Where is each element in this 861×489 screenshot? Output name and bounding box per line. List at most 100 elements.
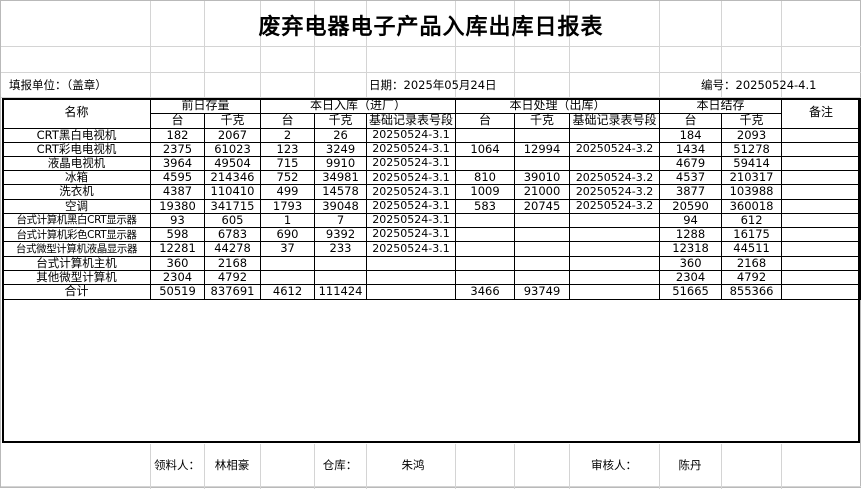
- cell-prev-kg: 49504: [203, 156, 262, 172]
- cell-prev-kg: 61023: [203, 141, 262, 158]
- table-body: CRT黑白电视机 182 2067 2 26 20250524-3.1 184 2093 CRT…: [2, 127, 861, 300]
- cell-prev-tai: 4387: [150, 184, 205, 200]
- cell-in-kg: [314, 269, 368, 286]
- cell-in-kg: 9392: [314, 227, 368, 243]
- cell-bal-kg: 2093: [721, 127, 783, 143]
- cell-name: 空调: [2, 198, 151, 214]
- cell-in-kg: 3249: [314, 141, 368, 158]
- cell-in-tai: [260, 269, 316, 286]
- cell-out-ref: 20250524-3.2: [569, 170, 661, 186]
- cell-out-tai: [455, 227, 516, 243]
- cell-name: 台式微型计算机液晶显示器: [2, 241, 151, 257]
- cell-out-ref: [569, 241, 661, 257]
- cell-in-kg: 9910: [314, 156, 368, 172]
- cell-out-ref: [569, 156, 661, 172]
- cell-out-kg: [514, 255, 571, 271]
- cell-out-tai: 810: [455, 170, 516, 186]
- cell-bal-kg: 16175: [721, 227, 783, 243]
- cell-out-kg: 39010: [514, 170, 571, 186]
- cell-name: CRT彩电电视机: [2, 141, 151, 158]
- cell-in-kg: 111424: [314, 284, 368, 300]
- cell-bal-kg: 59414: [721, 156, 783, 172]
- inventory-table: 名称 前日存量 本日入库（进厂） 本日处理（出库） 本日结存 备注 台 千克 台…: [2, 98, 861, 300]
- cell-in-kg: [314, 255, 368, 271]
- cell-in-tai: 752: [260, 170, 316, 186]
- table-row: 台式计算机主机 360 2168 360 2168: [2, 255, 861, 271]
- cell-remark: [781, 255, 861, 271]
- warehouse-name: 朱鸿: [401, 458, 425, 472]
- cell-out-tai: [455, 127, 516, 143]
- cell-out-tai: [455, 241, 516, 257]
- col-header-out-kg: 千克: [514, 112, 571, 129]
- reporting-unit-label: 填报单位：（盖章）: [9, 78, 107, 92]
- header-row-units: 台 千克 台 千克 基础记录表号段 台 千克 基础记录表号段 台 千克: [3, 112, 861, 129]
- cell-in-tai: 4612: [260, 284, 316, 300]
- cell-bal-kg: 360018: [721, 198, 783, 214]
- col-header-in-ref: 基础记录表号段: [366, 112, 457, 129]
- col-header-in-tai: 台: [260, 112, 316, 129]
- cell-out-ref: [569, 255, 661, 271]
- cell-prev-kg: 2168: [203, 255, 262, 271]
- cell-in-ref: 20250524-3.1: [366, 184, 457, 200]
- cell-in-kg: 14578: [314, 184, 368, 200]
- cell-bal-kg: 2168: [721, 255, 783, 271]
- cell-out-kg: [514, 269, 571, 286]
- cell-remark: [781, 184, 861, 200]
- cell-in-ref: [366, 269, 457, 286]
- table-row: 空调 19380 341715 1793 39048 20250524-3.1 583 207…: [2, 198, 861, 214]
- cell-out-ref: [569, 269, 661, 286]
- cell-in-ref: 20250524-3.1: [366, 170, 457, 186]
- col-header-prev-kg: 千克: [203, 112, 262, 129]
- cell-in-ref: 20250524-3.1: [366, 141, 457, 158]
- cell-in-tai: 715: [260, 156, 316, 172]
- col-header-bal-tai: 台: [659, 112, 723, 129]
- cell-out-ref: [569, 227, 661, 243]
- cell-bal-kg: 855366: [721, 284, 783, 300]
- cell-remark: [781, 156, 861, 172]
- cell-in-kg: 39048: [314, 198, 368, 214]
- report-serial-label: 编号：20250524-4.1: [701, 78, 817, 92]
- col-header-prev-tai: 台: [150, 112, 205, 129]
- cell-out-kg: 21000: [514, 184, 571, 200]
- cell-in-kg: 34981: [314, 170, 368, 186]
- cell-out-ref: [569, 212, 661, 229]
- cell-bal-tai: 360: [659, 255, 723, 271]
- cell-remark: [781, 284, 861, 300]
- cell-remark: [781, 227, 861, 243]
- report-title-row: 废弃电器电子产品入库出库日报表: [2, 5, 860, 45]
- cell-bal-tai: 1288: [659, 227, 723, 243]
- picker-name: 林相豪: [214, 458, 250, 472]
- cell-remark: [781, 127, 861, 143]
- cell-prev-kg: 214346: [203, 170, 262, 186]
- cell-out-ref: 20250524-3.2: [569, 184, 661, 200]
- cell-prev-tai: 598: [150, 227, 205, 243]
- table-row: 洗衣机 4387 110410 499 14578 20250524-3.1 1009 210…: [2, 184, 861, 200]
- cell-bal-kg: 103988: [721, 184, 783, 200]
- cell-in-kg: 26: [314, 127, 368, 143]
- cell-name: 台式计算机主机: [2, 255, 151, 271]
- cell-prev-tai: 12281: [150, 241, 205, 257]
- cell-prev-tai: 182: [150, 127, 205, 143]
- auditor-name: 陈丹: [678, 458, 702, 472]
- col-header-in-today: 本日入库（进厂）: [260, 98, 457, 114]
- cell-in-ref: [366, 284, 457, 300]
- cell-in-tai: 2: [260, 127, 316, 143]
- cell-remark: [781, 198, 861, 214]
- table-row: CRT彩电电视机 2375 61023 123 3249 20250524-3.1 1064…: [2, 141, 861, 158]
- table-row: CRT黑白电视机 182 2067 2 26 20250524-3.1 184 2093: [2, 127, 861, 143]
- cell-bal-tai: 4537: [659, 170, 723, 186]
- cell-name: CRT黑白电视机: [2, 127, 151, 143]
- cell-in-ref: 20250524-3.1: [366, 198, 457, 214]
- cell-out-kg: 20745: [514, 198, 571, 214]
- cell-in-tai: 37: [260, 241, 316, 257]
- cell-out-ref: [569, 284, 661, 300]
- col-header-remark: 备注: [781, 98, 861, 129]
- cell-prev-tai: 50519: [150, 284, 205, 300]
- cell-name: 台式计算机彩色CRT显示器: [2, 227, 151, 243]
- cell-name: 洗衣机: [2, 184, 151, 200]
- cell-bal-tai: 51665: [659, 284, 723, 300]
- cell-in-ref: 20250524-3.1: [366, 127, 457, 143]
- cell-out-kg: 12994: [514, 141, 571, 158]
- auditor-label: 审核人：: [591, 458, 637, 472]
- cell-name: 冰箱: [2, 170, 151, 186]
